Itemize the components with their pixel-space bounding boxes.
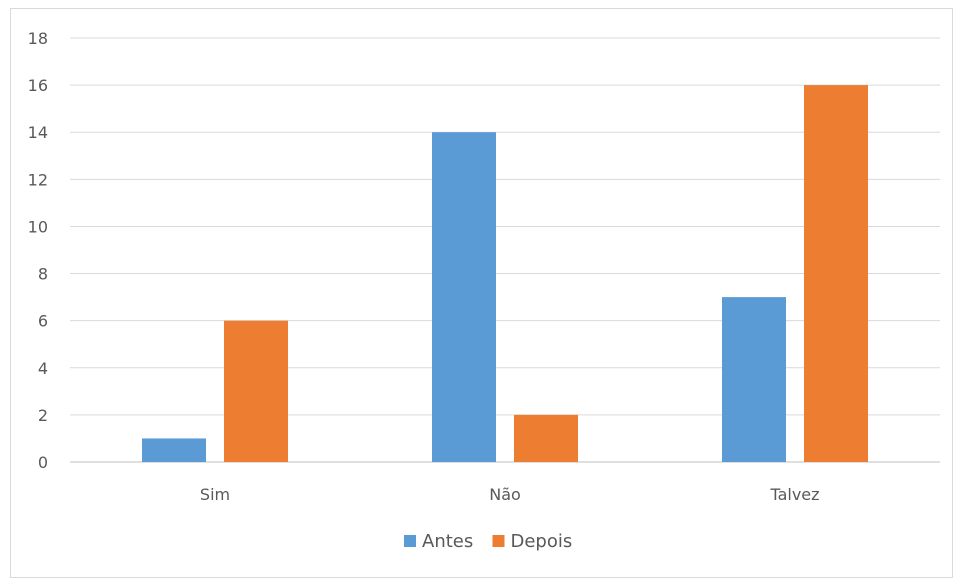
- y-tick-label: 8: [38, 265, 48, 284]
- y-tick-label: 2: [38, 406, 48, 425]
- legend-swatch-depois: [492, 535, 505, 547]
- y-tick-label: 10: [28, 217, 48, 236]
- legend: Antes Depois: [404, 531, 572, 552]
- bar-depois-2: [804, 85, 868, 462]
- y-tick-label: 6: [38, 312, 48, 331]
- y-tick-label: 12: [28, 170, 48, 189]
- y-tick-label: 4: [38, 359, 48, 378]
- y-tick-label: 18: [28, 29, 48, 48]
- legend-label: Depois: [511, 531, 573, 552]
- y-axis-ticks: 0 2 4 6 8 10 12 14 16 18: [28, 29, 48, 472]
- x-axis-ticks: Sim Não Talvez: [200, 485, 820, 504]
- bars: [142, 85, 868, 462]
- bar-antes-1: [432, 132, 496, 462]
- x-tick-label: Talvez: [769, 485, 819, 504]
- bar-depois-1: [514, 414, 578, 462]
- y-tick-label: 16: [28, 76, 48, 95]
- legend-label: Antes: [422, 531, 473, 552]
- x-tick-label: Não: [489, 485, 521, 504]
- bar-antes-0: [142, 438, 206, 462]
- gridlines: [70, 37, 940, 463]
- legend-swatch-antes: [404, 535, 416, 547]
- y-tick-label: 14: [28, 123, 48, 142]
- bar-depois-0: [224, 320, 288, 462]
- x-tick-label: Sim: [200, 485, 230, 504]
- bar-antes-2: [722, 297, 786, 462]
- y-tick-label: 0: [38, 453, 48, 472]
